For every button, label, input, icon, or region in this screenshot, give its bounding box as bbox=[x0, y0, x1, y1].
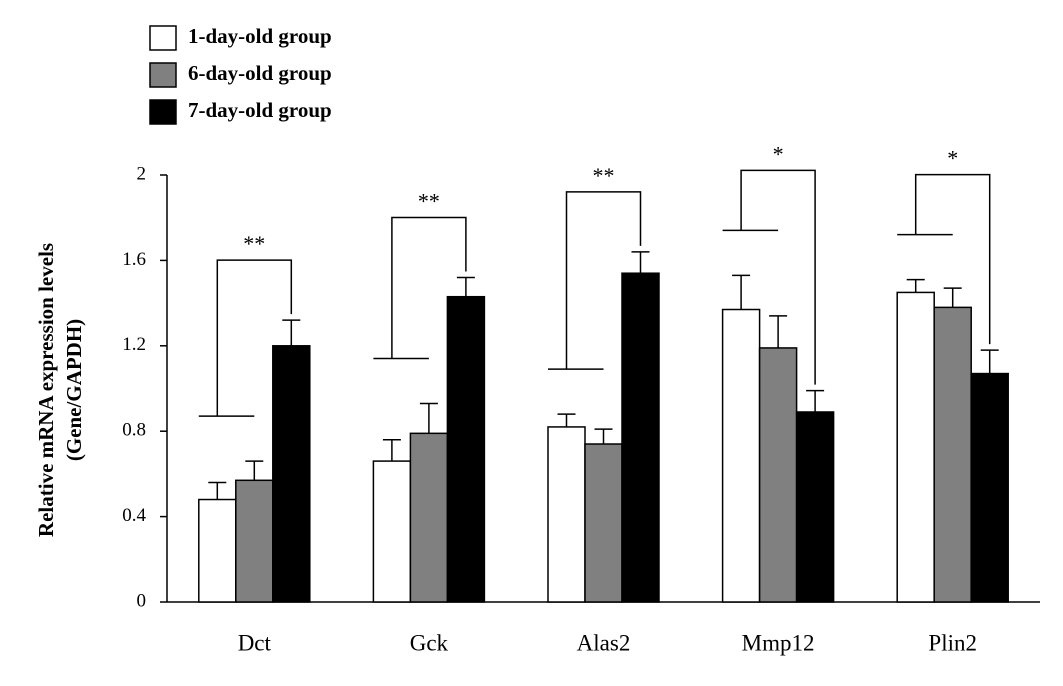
y-tick-label: 0 bbox=[137, 590, 147, 611]
bar bbox=[758, 347, 798, 603]
bracket bbox=[216, 259, 293, 417]
significance-label: ** bbox=[593, 163, 615, 188]
legend-label: 7-day-old group bbox=[188, 98, 332, 122]
bracket bbox=[391, 216, 467, 359]
bar bbox=[372, 460, 412, 603]
bar bbox=[970, 372, 1009, 603]
bar bbox=[272, 345, 311, 603]
y-tick-label: 1.6 bbox=[122, 249, 146, 270]
bar bbox=[621, 272, 660, 603]
y-axis-title: Relative mRNA expression levels (Gene/GA… bbox=[34, 243, 86, 537]
x-tick-label: Mmp12 bbox=[742, 630, 815, 655]
bracket bbox=[740, 169, 816, 385]
bar bbox=[235, 479, 274, 603]
legend-swatch bbox=[149, 99, 177, 125]
bar bbox=[795, 411, 835, 603]
y-axis-title-line: Relative mRNA expression levels bbox=[34, 243, 58, 537]
x-tick-label: Gck bbox=[410, 630, 449, 655]
x-tick-label: Plin2 bbox=[928, 630, 977, 655]
y-axis-title-line: (Gene/GAPDH) bbox=[62, 319, 86, 461]
significance-label: ** bbox=[243, 231, 265, 256]
y-tick-label: 1.2 bbox=[122, 334, 146, 355]
bar bbox=[584, 443, 623, 603]
bar bbox=[547, 426, 586, 603]
x-tick-label: Alas2 bbox=[577, 630, 631, 655]
y-tick-label: 0.4 bbox=[122, 505, 146, 526]
legend-swatch bbox=[149, 62, 177, 88]
legend-label: 1-day-old group bbox=[188, 24, 332, 48]
significance-label: * bbox=[947, 146, 958, 171]
significance-label: ** bbox=[418, 189, 440, 214]
bracket bbox=[565, 191, 642, 370]
legend-label: 6-day-old group bbox=[188, 61, 332, 85]
bar bbox=[409, 432, 449, 603]
bar bbox=[933, 306, 972, 603]
bracket bbox=[914, 173, 991, 345]
bar bbox=[896, 291, 935, 603]
x-tick-label: Dct bbox=[238, 630, 272, 655]
bar bbox=[721, 308, 761, 603]
y-tick-label: 2 bbox=[137, 163, 147, 184]
y-tick-label: 0.8 bbox=[122, 420, 146, 441]
legend-swatch bbox=[149, 25, 177, 51]
bar bbox=[446, 295, 486, 603]
bar bbox=[198, 498, 237, 603]
significance-label: * bbox=[773, 141, 784, 166]
